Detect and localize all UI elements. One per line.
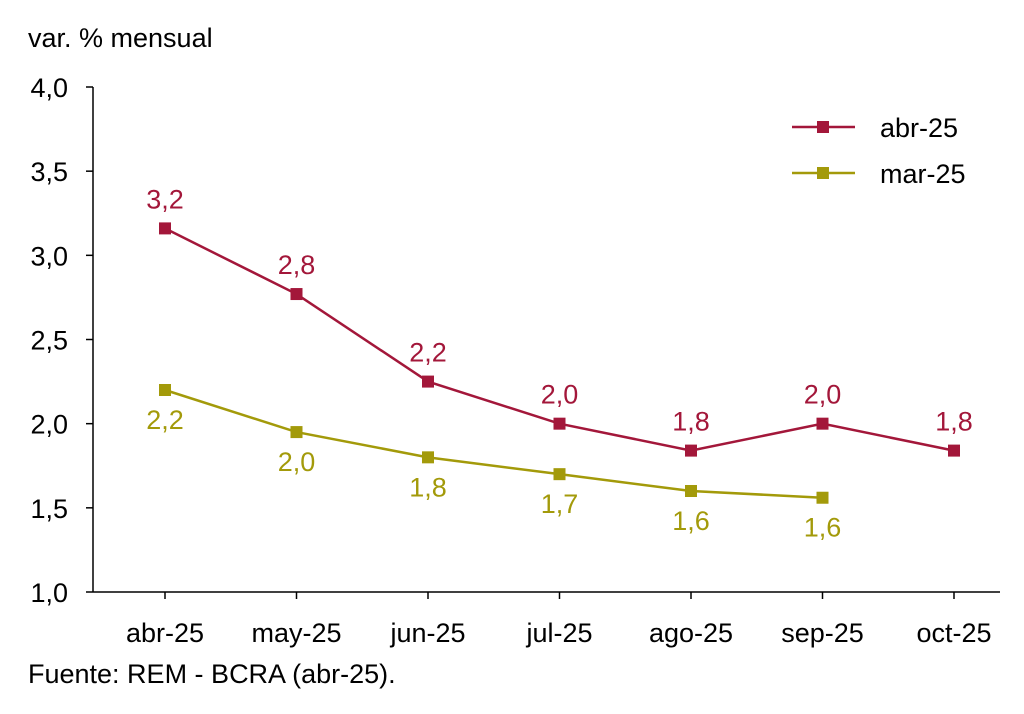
series-marker: [816, 417, 829, 430]
series-marker: [948, 444, 960, 457]
x-tick-label: sep-25: [781, 618, 864, 648]
data-label: 1,8: [409, 472, 447, 502]
series-marker: [159, 384, 171, 396]
series-marker: [422, 451, 434, 464]
legend: abr-25 mar-25: [792, 113, 966, 189]
source-note: Fuente: REM - BCRA (abr-25).: [28, 659, 396, 689]
series-marker: [159, 222, 171, 235]
data-label: 2,0: [541, 380, 579, 410]
y-tick-label: 2,5: [30, 326, 68, 356]
data-label: 2,2: [409, 338, 447, 368]
legend-label: mar-25: [880, 159, 966, 189]
series-line: [164, 388, 823, 499]
legend-label: abr-25: [880, 113, 958, 143]
data-label: 3,2: [146, 184, 184, 214]
x-tick-label: oct-25: [916, 618, 991, 648]
axes: 1,0 1,5 2,0 2,5 3,0 3,5 4,0 abr-25 may-25 jun-25 j…: [30, 73, 1000, 648]
data-label: 1,7: [541, 489, 579, 519]
series-marker: [422, 375, 434, 388]
data-label: 2,0: [804, 380, 842, 410]
y-tick-label: 3,5: [30, 157, 68, 187]
series-marker: [290, 288, 303, 301]
x-tick-label: jul-25: [525, 618, 592, 648]
y-tick-label: 3,0: [30, 241, 68, 271]
data-label: 1,6: [804, 513, 842, 543]
series-marker: [553, 468, 566, 481]
x-tick-label: may-25: [251, 618, 341, 648]
y-tick-label: 4,0: [30, 73, 68, 103]
y-tick-label: 2,0: [30, 410, 68, 440]
series-mar-25: 2,2 2,0 1,8 1,7 1,6 1,6: [146, 384, 841, 543]
x-tick-label: jun-25: [389, 618, 465, 648]
series-layer: 3,2 2,8 2,2 2,0 1,8 2,0 1,8 2,2 2,0 1,8 1,7 1,6 1,6: [146, 184, 973, 542]
x-tick-label: ago-25: [649, 618, 733, 648]
data-label: 1,6: [672, 506, 710, 536]
data-label: 1,8: [935, 407, 973, 437]
data-label: 2,0: [278, 447, 316, 477]
data-label: 2,8: [278, 250, 316, 280]
series-marker: [290, 426, 303, 439]
series-marker: [685, 444, 697, 457]
y-axis-unit-label: var. % mensual: [28, 23, 213, 53]
legend-item: abr-25: [792, 113, 958, 143]
x-tick-label: abr-25: [126, 618, 204, 648]
legend-item: mar-25: [792, 159, 966, 189]
series-marker: [685, 485, 697, 497]
data-label: 1,8: [672, 407, 710, 437]
legend-marker: [817, 121, 829, 133]
y-tick-label: 1,0: [30, 578, 68, 608]
data-label: 2,2: [146, 405, 184, 435]
series-marker: [553, 417, 566, 430]
series-marker: [816, 491, 829, 504]
legend-marker: [817, 167, 829, 179]
y-tick-label: 1,5: [30, 494, 68, 524]
series-abr-25: 3,2 2,8 2,2 2,0 1,8 2,0 1,8: [146, 184, 973, 457]
